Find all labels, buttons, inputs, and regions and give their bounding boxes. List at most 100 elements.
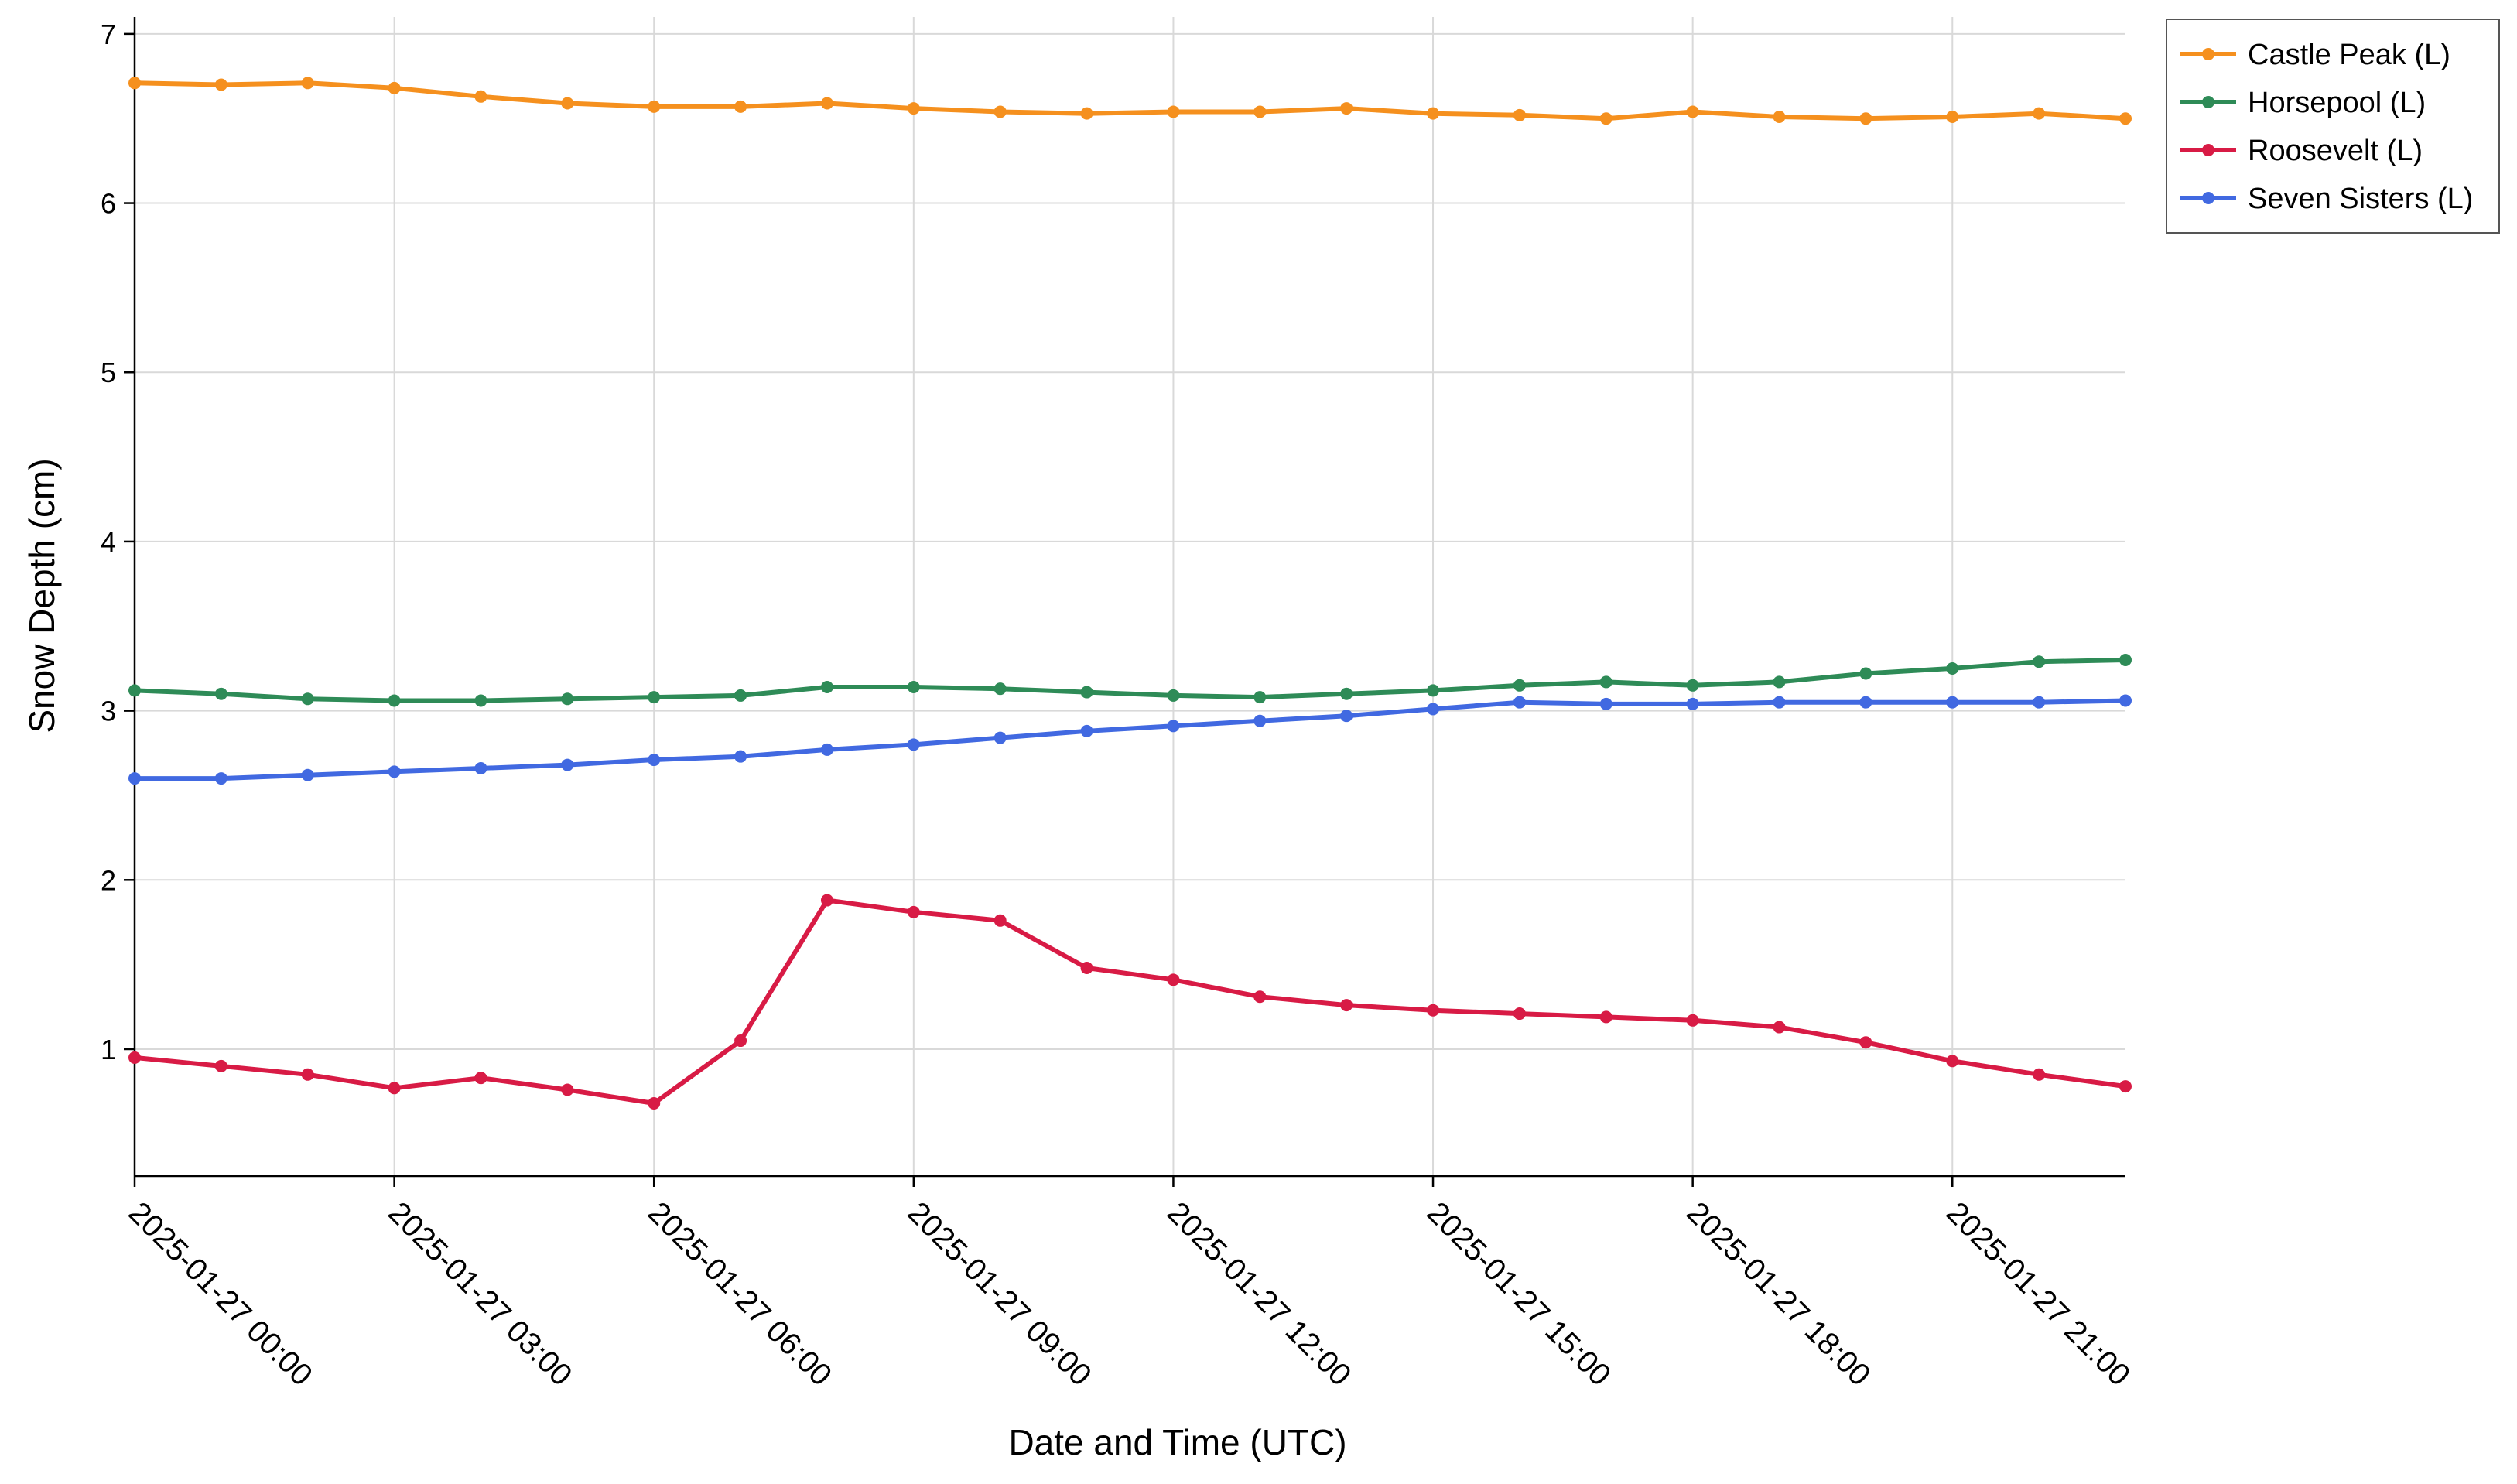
series-castle-peak-l: [128, 77, 2132, 125]
data-point: [1167, 105, 1180, 118]
data-point: [388, 81, 401, 94]
series-line-seven-sisters-l: [132, 698, 2128, 781]
data-point: [128, 1051, 141, 1064]
data-point: [1080, 686, 1093, 699]
x-tick-label: 2025-01-27 12:00: [1161, 1195, 1357, 1392]
data-point: [993, 105, 1007, 118]
data-point: [820, 894, 833, 907]
data-point: [993, 682, 1007, 696]
data-point: [1859, 667, 1872, 680]
y-tick-label: 7: [101, 19, 116, 50]
data-point: [1773, 1021, 1786, 1034]
data-point: [1513, 1007, 1526, 1021]
y-tick-label: 1: [101, 1034, 116, 1065]
data-point: [1427, 1004, 1440, 1017]
data-point: [648, 100, 661, 113]
legend-marker: [2202, 144, 2214, 156]
y-tick-label: 3: [101, 696, 116, 727]
data-point: [648, 691, 661, 704]
data-point: [820, 743, 833, 756]
data-point: [128, 772, 141, 785]
data-point: [907, 680, 920, 693]
data-point: [561, 1083, 574, 1096]
data-point: [734, 1034, 747, 1048]
data-point: [993, 914, 1007, 927]
data-point: [474, 694, 487, 707]
data-point: [301, 1068, 314, 1081]
data-point: [2119, 694, 2132, 707]
legend-marker: [2202, 96, 2214, 108]
data-point: [214, 78, 227, 91]
legend-marker: [2202, 192, 2214, 204]
data-point: [1167, 973, 1180, 986]
data-point: [1513, 679, 1526, 692]
data-point: [734, 689, 747, 702]
data-point: [1253, 714, 1267, 727]
data-point: [2119, 1080, 2132, 1093]
data-point: [1859, 696, 1872, 709]
data-point: [474, 90, 487, 103]
data-point: [2033, 1068, 2046, 1081]
data-point: [1513, 696, 1526, 709]
data-point: [474, 1072, 487, 1085]
data-point: [1686, 105, 1699, 118]
y-tick-label: 5: [101, 357, 116, 388]
data-point: [561, 97, 574, 110]
data-point: [648, 1096, 661, 1110]
grid-lines: [134, 17, 2125, 1176]
data-point: [128, 684, 141, 697]
x-tick-label: 2025-01-27 18:00: [1680, 1195, 1876, 1392]
x-tick-label: 2025-01-27 09:00: [901, 1195, 1097, 1392]
x-tick-label: 2025-01-27 21:00: [1940, 1195, 2136, 1392]
x-tick-label: 2025-01-27 00:00: [122, 1195, 319, 1392]
data-point: [734, 750, 747, 763]
data-point: [907, 102, 920, 115]
data-point: [388, 765, 401, 778]
data-point: [820, 97, 833, 110]
data-point: [128, 77, 141, 90]
series-seven-sisters-l: [128, 694, 2132, 785]
data-point: [1427, 684, 1440, 697]
data-point: [734, 100, 747, 113]
series-line-roosevelt-l: [132, 898, 2128, 1106]
legend-label: Roosevelt (L): [2248, 135, 2423, 167]
data-point: [561, 692, 574, 706]
y-tick-label: 2: [101, 864, 116, 896]
data-point: [1686, 1014, 1699, 1027]
data-point: [648, 754, 661, 767]
legend-marker: [2202, 48, 2214, 60]
data-point: [1599, 1010, 1612, 1024]
x-tick-label: 2025-01-27 06:00: [641, 1195, 838, 1392]
data-point: [1253, 691, 1267, 704]
data-point: [1686, 697, 1699, 710]
legend-label: Seven Sisters (L): [2248, 183, 2473, 215]
data-point: [1167, 720, 1180, 733]
data-point: [1340, 687, 1353, 700]
data-point: [907, 905, 920, 918]
x-tick-label: 2025-01-27 15:00: [1421, 1195, 1617, 1392]
data-point: [1340, 710, 1353, 723]
data-point: [2119, 654, 2132, 667]
data-point: [1773, 696, 1786, 709]
x-tick-labels: 2025-01-27 00:00 2025-01-27 03:00 2025-01-…: [122, 1195, 2137, 1392]
legend-label: Castle Peak (L): [2248, 39, 2450, 71]
data-point: [1946, 696, 1959, 709]
data-point: [214, 687, 227, 700]
data-point: [1859, 1036, 1872, 1049]
data-point: [993, 731, 1007, 744]
data-point: [474, 761, 487, 774]
legend: Castle Peak (L) Horsepool (L) Roosevelt (L…: [2166, 19, 2500, 234]
legend-label: Horsepool (L): [2248, 87, 2426, 119]
y-tick-labels: 1 2 3 4 5 6 7: [101, 19, 116, 1065]
data-point: [388, 694, 401, 707]
series-roosevelt-l: [128, 894, 2132, 1110]
data-point: [1167, 689, 1180, 702]
data-point: [2033, 696, 2046, 709]
data-point: [301, 77, 314, 90]
series-group: [128, 77, 2132, 1110]
series-line-horsepool-l: [132, 658, 2128, 703]
data-point: [388, 1082, 401, 1095]
data-point: [1080, 107, 1093, 120]
data-point: [301, 692, 314, 706]
